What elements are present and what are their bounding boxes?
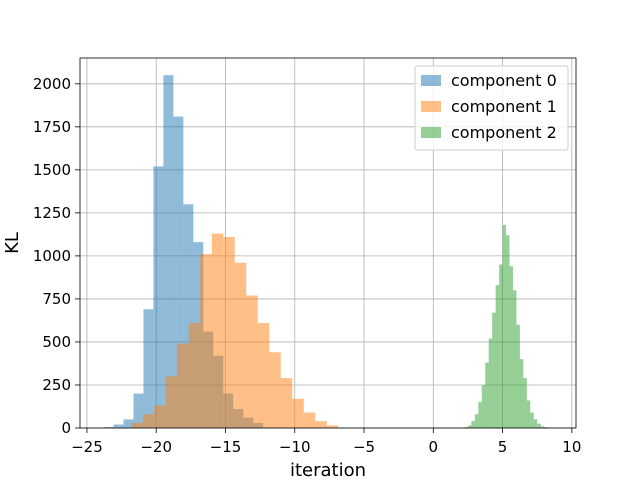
histogram-bar-component-2: [502, 224, 507, 428]
y-tick-label: 1750: [33, 118, 71, 136]
histogram-bar-component-1: [315, 421, 327, 428]
histogram-bar-component-2: [519, 359, 524, 428]
x-axis-label: iteration: [290, 460, 366, 480]
histogram-bar-component-1: [131, 422, 143, 428]
histogram-bar-component-2: [464, 427, 468, 428]
histogram-bar-component-1: [280, 378, 293, 428]
histogram-bar-component-1: [326, 425, 339, 428]
histogram-bar-component-2: [526, 400, 531, 428]
histogram-bar-component-2: [516, 324, 520, 428]
legend-swatch: [421, 101, 441, 112]
x-tick-label: −25: [71, 438, 103, 456]
histogram-bar-component-1: [142, 414, 155, 428]
histogram-bar-component-1: [211, 233, 224, 428]
histogram-bar-component-2: [506, 235, 510, 428]
histogram-bar-component-2: [478, 402, 482, 428]
histogram-bar-component-2: [485, 362, 489, 428]
histogram-bar-component-2: [533, 419, 538, 428]
histogram-bar-component-1: [246, 295, 258, 428]
y-tick-label: 1500: [33, 161, 71, 179]
histogram-bar-component-2: [499, 264, 503, 428]
histogram-bar-component-2: [540, 426, 545, 428]
x-tick-label: −10: [279, 438, 311, 456]
plot-frame: [79, 57, 577, 429]
histogram-bar-component-2: [495, 285, 500, 428]
y-tick-label: 750: [42, 290, 71, 308]
y-tick-label: 250: [42, 376, 71, 394]
histogram-bar-component-1: [200, 254, 212, 428]
histogram-bar-component-2: [467, 425, 472, 428]
y-tick-label: 1250: [33, 204, 71, 222]
x-tick-label: −20: [140, 438, 172, 456]
y-tick-label: 2000: [33, 75, 71, 93]
x-tick-label: −5: [353, 438, 375, 456]
y-tick-label: 500: [42, 333, 71, 351]
histogram-bar-component-1: [177, 343, 189, 428]
histogram-bar-component-1: [165, 376, 178, 428]
histogram-bar-component-2: [488, 338, 493, 428]
histogram-bar-component-2: [474, 414, 479, 428]
y-tick-label: 0: [61, 419, 71, 437]
histogram-bar-component-0: [173, 116, 184, 428]
histogram-bar-component-0: [123, 419, 134, 428]
histogram-bar-component-2: [537, 423, 541, 428]
histogram-bar-component-2: [512, 290, 517, 428]
histogram-bar-component-0: [143, 309, 154, 428]
histogram-bar-component-1: [223, 236, 235, 428]
histogram-bar-component-1: [154, 405, 166, 428]
y-axis-label: KL: [2, 232, 23, 254]
legend-swatch: [421, 127, 441, 138]
bars-layer: [103, 75, 548, 429]
histogram-bar-component-2: [471, 421, 475, 428]
histogram-bar-component-0: [113, 424, 124, 428]
histogram-bar-component-0: [153, 166, 164, 428]
x-tick-label: 10: [562, 438, 581, 456]
histogram-bar-component-2: [492, 312, 496, 428]
histogram-bar-component-0: [133, 393, 144, 428]
histogram-bar-component-1: [234, 262, 247, 428]
histogram-bar-component-1: [257, 323, 270, 428]
legend-entry-label: component 1: [451, 97, 557, 116]
legend: component 0 component 1 component 2: [414, 65, 569, 151]
histogram-bar-component-1: [303, 412, 316, 428]
histogram-bar-component-0: [163, 75, 174, 429]
histogram-bar-component-0: [183, 204, 194, 428]
histogram-bar-component-1: [188, 323, 201, 428]
y-tick-label: 1000: [33, 247, 71, 265]
histogram-bar-component-2: [523, 378, 527, 428]
x-tick-label: 0: [429, 438, 439, 456]
ticks-layer: −25 −20 −15 −10 −5 0 5 10 0 250 500 750 1000 1250 1500…: [33, 75, 582, 456]
histogram-bar-component-1: [269, 352, 281, 428]
histogram-bar-component-2: [530, 412, 534, 428]
histogram-bar-component-2: [544, 427, 548, 428]
histogram-bar-component-2: [509, 266, 513, 428]
legend-entry-label: component 2: [451, 123, 557, 142]
legend-swatch: [421, 75, 441, 86]
histogram-bar-component-0: [103, 427, 114, 428]
histogram-bar-component-1: [292, 398, 304, 428]
x-tick-label: −15: [210, 438, 242, 456]
legend-entry-label: component 0: [451, 71, 557, 90]
x-tick-label: 5: [498, 438, 508, 456]
histogram-bar-component-2: [481, 384, 486, 428]
legend-box: [414, 65, 569, 151]
